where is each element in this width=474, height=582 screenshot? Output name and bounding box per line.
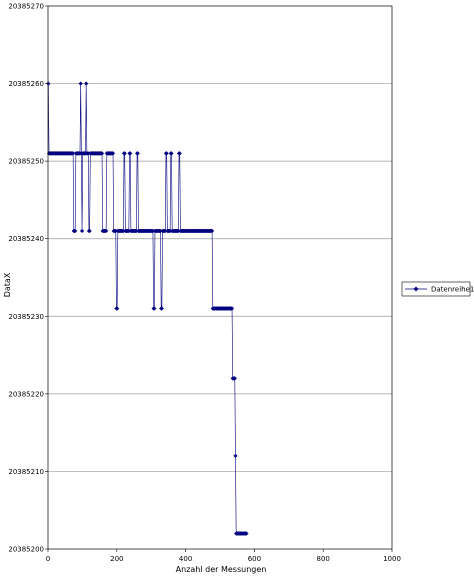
x-tick-label: 1000 — [383, 555, 401, 563]
data-point — [115, 306, 120, 311]
data-point — [209, 228, 215, 234]
data-point — [164, 151, 169, 156]
y-tick-label: 20385240 — [8, 235, 44, 243]
x-tick-label: 600 — [248, 555, 261, 563]
data-point — [79, 228, 85, 234]
y-tick-label: 20385260 — [8, 80, 44, 88]
data-point — [244, 531, 249, 536]
data-point — [71, 151, 76, 156]
legend: Datenreihe1 — [401, 281, 474, 297]
data-point — [87, 228, 92, 234]
x-tick-label: 0 — [46, 555, 50, 563]
axes: 20385200 20385210 20385220 20385230 20385240… — [8, 3, 401, 564]
data-point — [99, 151, 105, 156]
data-point — [232, 376, 237, 381]
data-point — [135, 151, 140, 156]
data-point — [84, 81, 89, 86]
x-tick-label: 800 — [317, 555, 330, 563]
data-point — [229, 306, 235, 311]
legend-label: Datenreihe1 — [431, 286, 474, 294]
legend-marker-swatch — [413, 286, 419, 292]
x-tick-label: 400 — [179, 555, 192, 563]
data-point — [177, 151, 182, 156]
y-tick-label: 20385200 — [8, 546, 44, 554]
data-point — [122, 151, 127, 156]
data-point — [128, 151, 133, 156]
grid-lines — [48, 83, 392, 472]
data-point — [73, 228, 78, 234]
y-tick-label: 20385270 — [8, 3, 44, 11]
plot-area-frame — [47, 5, 393, 550]
legend-box — [401, 281, 471, 297]
data-point — [152, 306, 157, 311]
x-tick-label: 200 — [110, 555, 123, 563]
data-point — [110, 151, 116, 156]
y-tick-label: 20385220 — [8, 390, 44, 398]
data-point — [104, 228, 109, 234]
y-axis-title: DataX — [3, 272, 12, 297]
series-layer — [46, 81, 249, 536]
data-point — [169, 151, 174, 156]
y-tick-label: 20385210 — [8, 468, 44, 476]
data-point — [159, 306, 164, 311]
y-tick-label: 20385250 — [8, 158, 44, 166]
data-point — [233, 453, 238, 459]
y-tick-label: 20385230 — [8, 313, 44, 321]
x-axis-title: Anzahl der Messungen — [176, 565, 267, 574]
data-point — [78, 81, 83, 86]
